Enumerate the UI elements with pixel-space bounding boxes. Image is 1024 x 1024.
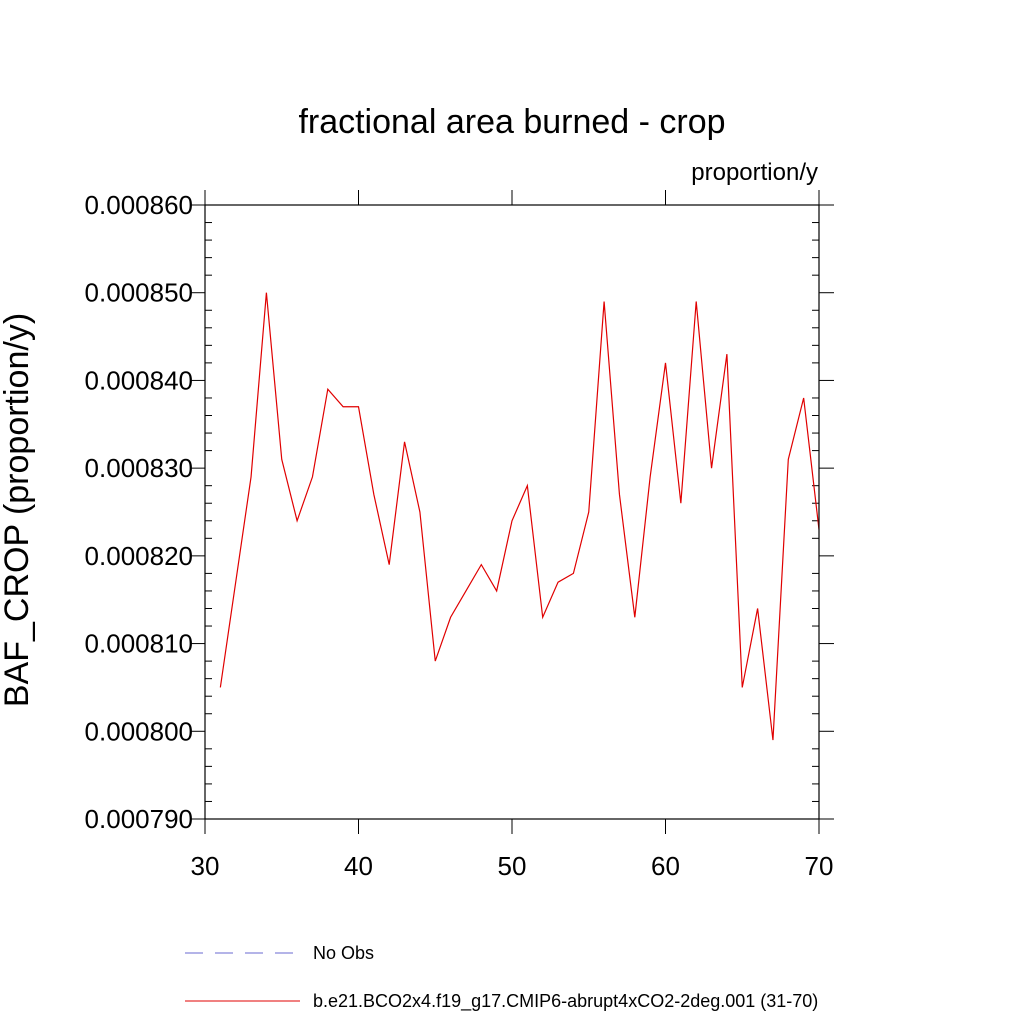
minor-ticks — [205, 222, 819, 802]
major-ticks — [190, 190, 834, 834]
x-tick-label: 70 — [805, 851, 834, 881]
y-tick-label: 0.000820 — [85, 541, 193, 571]
y-axis-label: BAF_CROP (proportion/y) — [0, 313, 36, 707]
series-line — [219, 292, 820, 741]
legend-label-no-obs: No Obs — [313, 943, 374, 963]
x-tick-label: 50 — [498, 851, 527, 881]
y-tick-label: 0.000800 — [85, 716, 193, 746]
y-tick-label: 0.000860 — [85, 190, 193, 220]
y-tick-label: 0.000790 — [85, 804, 193, 834]
legend: No Obs b.e21.BCO2x4.f19_g17.CMIP6-abrupt… — [185, 943, 818, 1012]
legend-label-model-run: b.e21.BCO2x4.f19_g17.CMIP6-abrupt4xCO2-2… — [313, 991, 818, 1012]
x-tick-labels: 30 40 50 60 70 — [191, 851, 834, 881]
y-tick-label: 0.000810 — [85, 629, 193, 659]
y-tick-label: 0.000830 — [85, 453, 193, 483]
x-tick-label: 60 — [651, 851, 680, 881]
y-tick-label: 0.000840 — [85, 365, 193, 395]
y-tick-label: 0.000850 — [85, 278, 193, 308]
x-tick-label: 30 — [191, 851, 220, 881]
plot-frame — [204, 204, 820, 820]
units-label: proportion/y — [691, 159, 818, 186]
chart-title: fractional area burned - crop — [298, 103, 725, 141]
series-group — [219, 292, 820, 741]
x-tick-label: 40 — [344, 851, 373, 881]
y-tick-labels: 0.000790 0.000800 0.000810 0.000820 0.000830… — [85, 190, 193, 834]
